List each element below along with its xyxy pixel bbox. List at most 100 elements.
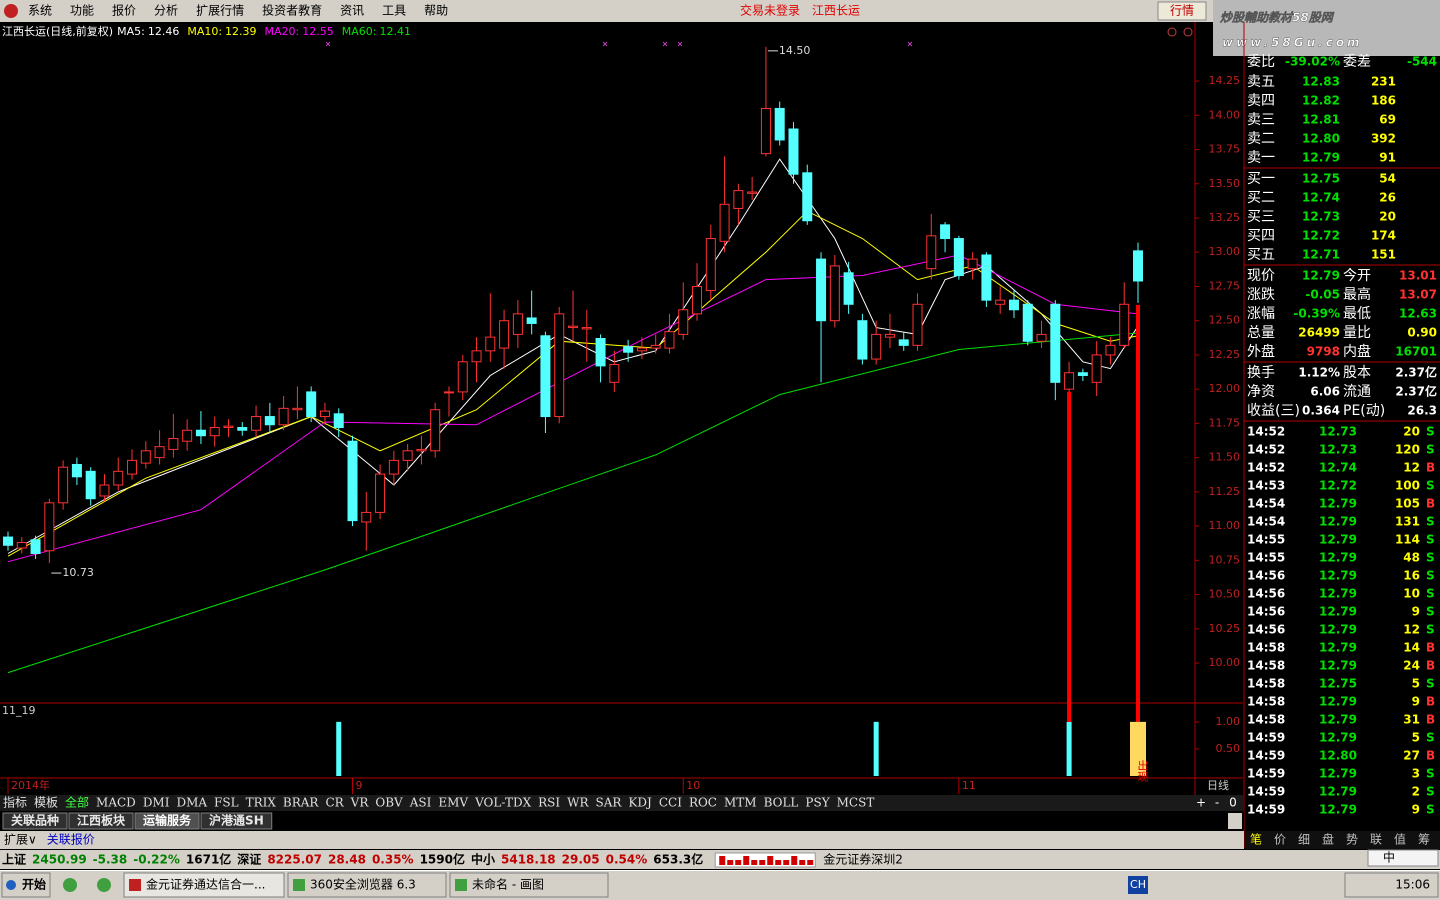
book-price: 12.74 [1302, 191, 1340, 205]
indicator-tab[interactable]: RSI [538, 796, 560, 810]
quote-tab[interactable]: 值 [1394, 832, 1406, 847]
indicator-tab[interactable]: CCI [659, 796, 682, 810]
indicator-tab[interactable]: EMV [438, 796, 468, 810]
candle-body [1022, 303, 1033, 342]
quote-tab[interactable]: 价 [1274, 833, 1286, 847]
indicator-tab[interactable]: DMI [143, 796, 170, 810]
indicator-tab[interactable]: PSY [805, 796, 830, 810]
status-widget-cell [799, 860, 806, 865]
menu-item[interactable]: 扩展行情 [196, 4, 244, 18]
sector-tab[interactable]: 关联品种 [11, 813, 59, 828]
indicator-tab[interactable]: MTM [724, 796, 757, 810]
book-price: 12.72 [1302, 229, 1340, 243]
indicator-tab[interactable]: 指标 [3, 795, 27, 810]
candle-body [471, 350, 482, 363]
indicator-tab[interactable]: BOLL [764, 796, 799, 810]
extension-item[interactable]: 关联报价 [47, 832, 95, 847]
indicator-tab[interactable]: FSL [214, 796, 239, 810]
window-button[interactable] [1167, 27, 1177, 37]
quote-value: 0.364 [1302, 404, 1340, 418]
indicator-tab[interactable]: ROC [689, 796, 717, 810]
quote-label: 涨幅 [1247, 306, 1275, 322]
quote-button[interactable]: 行情 [1170, 4, 1194, 18]
ime-indicator[interactable]: 中 [1383, 850, 1395, 865]
y-tick-label: 12.25 [1209, 348, 1241, 361]
quote-tab[interactable]: 联 [1370, 833, 1382, 847]
indicator-tab[interactable]: CR [325, 796, 344, 810]
candle-body [788, 128, 799, 175]
quote-tab[interactable]: 细 [1298, 833, 1310, 847]
menu-item[interactable]: 分析 [154, 4, 178, 18]
task-button[interactable] [287, 872, 447, 898]
tick-volume: 2 [1412, 785, 1420, 799]
candle-body [333, 413, 344, 429]
book-label: 买三 [1247, 209, 1275, 225]
indicator-tab[interactable]: BRAR [283, 796, 320, 810]
quote-value: 13.07 [1399, 288, 1437, 302]
tick-price: 12.79 [1319, 533, 1357, 547]
quick-launch[interactable] [63, 878, 77, 892]
task-label[interactable]: 未命名 - 画图 [472, 877, 544, 892]
tick-side: B [1426, 461, 1435, 475]
menu-item[interactable]: 报价 [112, 3, 136, 18]
menu-item[interactable]: 工具 [382, 4, 406, 18]
menu-item[interactable]: 帮助 [424, 4, 448, 18]
indicator-tab[interactable]: MCST [837, 796, 875, 810]
indicator-tab[interactable]: TRIX [246, 796, 277, 810]
login-status[interactable]: 交易未登录 [740, 3, 800, 18]
status-item: 5418.18 [501, 853, 556, 867]
quote-tab[interactable]: 势 [1346, 833, 1358, 847]
candle-body [402, 450, 413, 461]
window-button[interactable] [1183, 27, 1193, 37]
indicator-tab[interactable]: ASI [409, 796, 432, 810]
tick-volume: 9 [1412, 605, 1420, 619]
indicator-tab[interactable]: SAR [596, 796, 623, 810]
ma-legend-name: MA5: [117, 25, 145, 38]
candle-body [278, 407, 289, 426]
extension-item[interactable]: 扩展∨ [4, 833, 37, 847]
indicator-tab[interactable]: WR [567, 796, 589, 810]
quote-button-bg [1157, 1, 1207, 21]
tick-time: 14:56 [1247, 569, 1285, 583]
indicator-tab[interactable]: VOL-TDX [474, 796, 532, 810]
zoom-button[interactable]: 0 [1229, 796, 1237, 810]
extension-row-bg [0, 831, 1244, 849]
sector-tab[interactable]: 沪港通SH [209, 813, 264, 828]
tick-volume: 12 [1403, 461, 1420, 475]
indicator-tab[interactable]: KDJ [628, 796, 652, 810]
sector-tab[interactable]: 运输服务 [143, 813, 192, 828]
zoom-button[interactable]: - [1215, 796, 1219, 810]
menu-item[interactable]: 资讯 [340, 4, 364, 18]
task-label[interactable]: 金元证券通达信合一... [146, 877, 265, 892]
indicator-tab[interactable]: VR [350, 796, 370, 810]
indicator-tab[interactable]: 全部 [65, 795, 89, 810]
ma-legend-value: 12.46 [148, 25, 180, 38]
y-tick-label: 13.75 [1209, 143, 1241, 156]
menu-item[interactable]: 系统 [28, 4, 52, 18]
candle-body [499, 320, 510, 349]
indicator-tab[interactable]: OBV [375, 796, 403, 810]
task-label[interactable]: 360安全浏览器 6.3 [310, 877, 416, 892]
indicator-tab[interactable]: MACD [96, 796, 136, 810]
quote-tab[interactable]: 筹 [1418, 833, 1430, 847]
menu-item[interactable]: 功能 [70, 4, 94, 18]
menu-item[interactable]: 投资者教育 [262, 3, 322, 18]
indicator-tab[interactable]: 模板 [34, 796, 58, 810]
quote-tab[interactable]: 盘 [1322, 832, 1334, 847]
quick-launch[interactable] [97, 878, 111, 892]
zoom-button[interactable]: + [1196, 796, 1206, 810]
language[interactable]: CH [1130, 878, 1146, 891]
candle-body [195, 429, 206, 437]
task-button[interactable] [123, 872, 285, 898]
sector-tab[interactable]: 江西板块 [77, 813, 126, 828]
task-button[interactable] [449, 872, 609, 898]
start-label[interactable]: 开始 [22, 877, 46, 892]
tick-time: 14:58 [1247, 695, 1285, 709]
indicator-tab[interactable]: DMA [176, 796, 207, 810]
tick-time: 14:58 [1247, 641, 1285, 655]
y-tick-label: 10.00 [1209, 656, 1241, 669]
quote-tab[interactable]: 笔 [1250, 832, 1262, 847]
book-volume: 91 [1379, 151, 1396, 165]
quote-value: 26.3 [1407, 404, 1437, 418]
tick-time: 14:59 [1247, 803, 1285, 817]
